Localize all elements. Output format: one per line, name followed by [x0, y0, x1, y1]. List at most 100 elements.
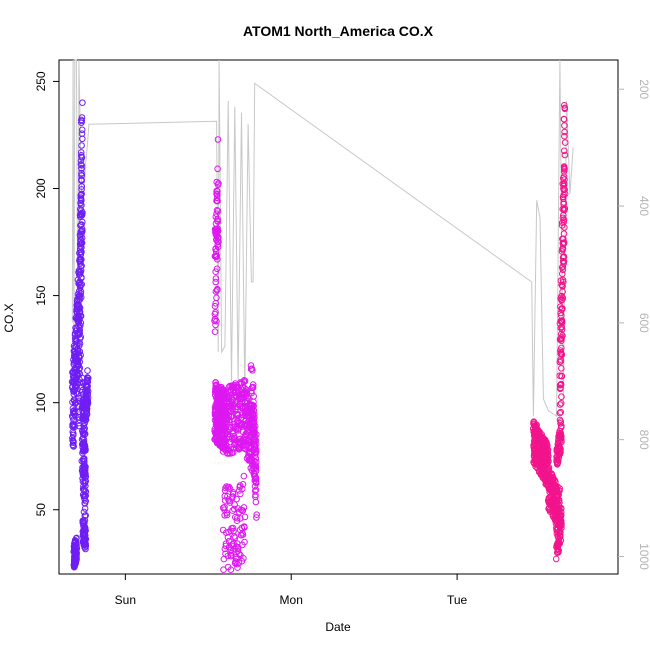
- data-point: [561, 147, 568, 155]
- series-3: [529, 102, 569, 563]
- data-point: [84, 367, 91, 374]
- y-tick-label: 50: [34, 503, 48, 517]
- data-point: [557, 330, 565, 338]
- data-point: [78, 274, 85, 281]
- data-point: [213, 317, 220, 325]
- data-point: [215, 234, 222, 241]
- data-point: [241, 524, 248, 531]
- plot-frame: [58, 59, 619, 575]
- data-point: [558, 326, 566, 333]
- data-point: [211, 328, 219, 336]
- data-point: [215, 180, 222, 187]
- x-tick-label: Sun: [115, 593, 136, 607]
- data-point: [71, 423, 78, 431]
- data-point: [231, 501, 238, 508]
- data-point: [560, 115, 568, 123]
- data-point: [557, 384, 564, 392]
- right-tick-label: 800: [637, 430, 650, 450]
- data-point: [252, 448, 260, 456]
- data-point: [79, 218, 86, 226]
- data-point: [76, 322, 84, 330]
- data-point: [558, 524, 565, 532]
- data-point: [77, 267, 85, 274]
- data-point: [213, 294, 220, 302]
- data-point: [69, 434, 76, 442]
- data-point: [75, 361, 82, 369]
- data-point: [557, 508, 565, 516]
- data-point: [78, 262, 85, 270]
- data-point: [250, 418, 258, 426]
- data-point: [556, 487, 563, 495]
- data-point: [545, 458, 552, 465]
- data-point: [78, 162, 85, 169]
- data-point: [212, 275, 220, 282]
- data-point: [559, 294, 567, 302]
- data-point: [75, 305, 83, 313]
- data-point: [82, 512, 89, 519]
- data-point: [76, 304, 84, 312]
- data-point: [79, 99, 86, 106]
- data-point: [240, 555, 247, 562]
- data-point: [78, 126, 86, 134]
- data-point: [78, 248, 85, 256]
- data-point: [84, 382, 91, 390]
- data-point: [82, 470, 89, 478]
- data-point: [235, 550, 243, 558]
- data-point: [252, 498, 260, 506]
- data-point: [227, 566, 235, 574]
- data-point: [249, 411, 257, 419]
- data-point: [77, 157, 85, 165]
- data-point: [81, 477, 89, 484]
- data-point: [559, 245, 567, 252]
- pressure-line: [71, 59, 574, 418]
- right-tick-label: 1000: [637, 543, 650, 570]
- data-point: [250, 403, 257, 410]
- data-point: [77, 256, 85, 263]
- data-point: [78, 239, 86, 247]
- data-point: [80, 426, 87, 433]
- data-point: [230, 505, 238, 513]
- data-point: [241, 377, 249, 385]
- data-point: [552, 555, 560, 563]
- data-point: [240, 504, 248, 511]
- data-point: [77, 290, 84, 298]
- data-point: [229, 524, 237, 532]
- data-point: [76, 308, 84, 315]
- data-point: [212, 321, 219, 329]
- data-point: [253, 511, 261, 519]
- data-point: [223, 509, 230, 517]
- data-point: [560, 218, 568, 226]
- data-point: [214, 191, 221, 198]
- data-point: [561, 190, 569, 198]
- data-point: [556, 409, 564, 417]
- data-point: [251, 429, 258, 437]
- data-point: [78, 165, 85, 172]
- data-point: [233, 495, 240, 503]
- data-point: [76, 348, 84, 355]
- series-2: [211, 136, 261, 574]
- data-point: [560, 258, 568, 265]
- data-point: [231, 534, 239, 542]
- data-point: [241, 513, 249, 521]
- y-tick-label: 100: [34, 392, 48, 412]
- data-point: [559, 270, 566, 278]
- data-point: [556, 444, 563, 452]
- data-point: [214, 197, 221, 205]
- data-point: [70, 431, 77, 439]
- data-point: [71, 408, 79, 416]
- data-point: [213, 187, 220, 195]
- data-point: [250, 420, 258, 428]
- data-point: [560, 230, 568, 237]
- data-point: [76, 326, 83, 334]
- data-point: [558, 306, 565, 313]
- data-point: [75, 365, 83, 373]
- data-point: [558, 422, 565, 430]
- data-point: [234, 564, 241, 571]
- data-point: [84, 397, 92, 405]
- data-point: [544, 449, 552, 457]
- data-point: [253, 514, 260, 521]
- data-point: [79, 135, 86, 143]
- data-point: [76, 330, 83, 337]
- data-point: [554, 457, 562, 464]
- data-point: [214, 165, 221, 173]
